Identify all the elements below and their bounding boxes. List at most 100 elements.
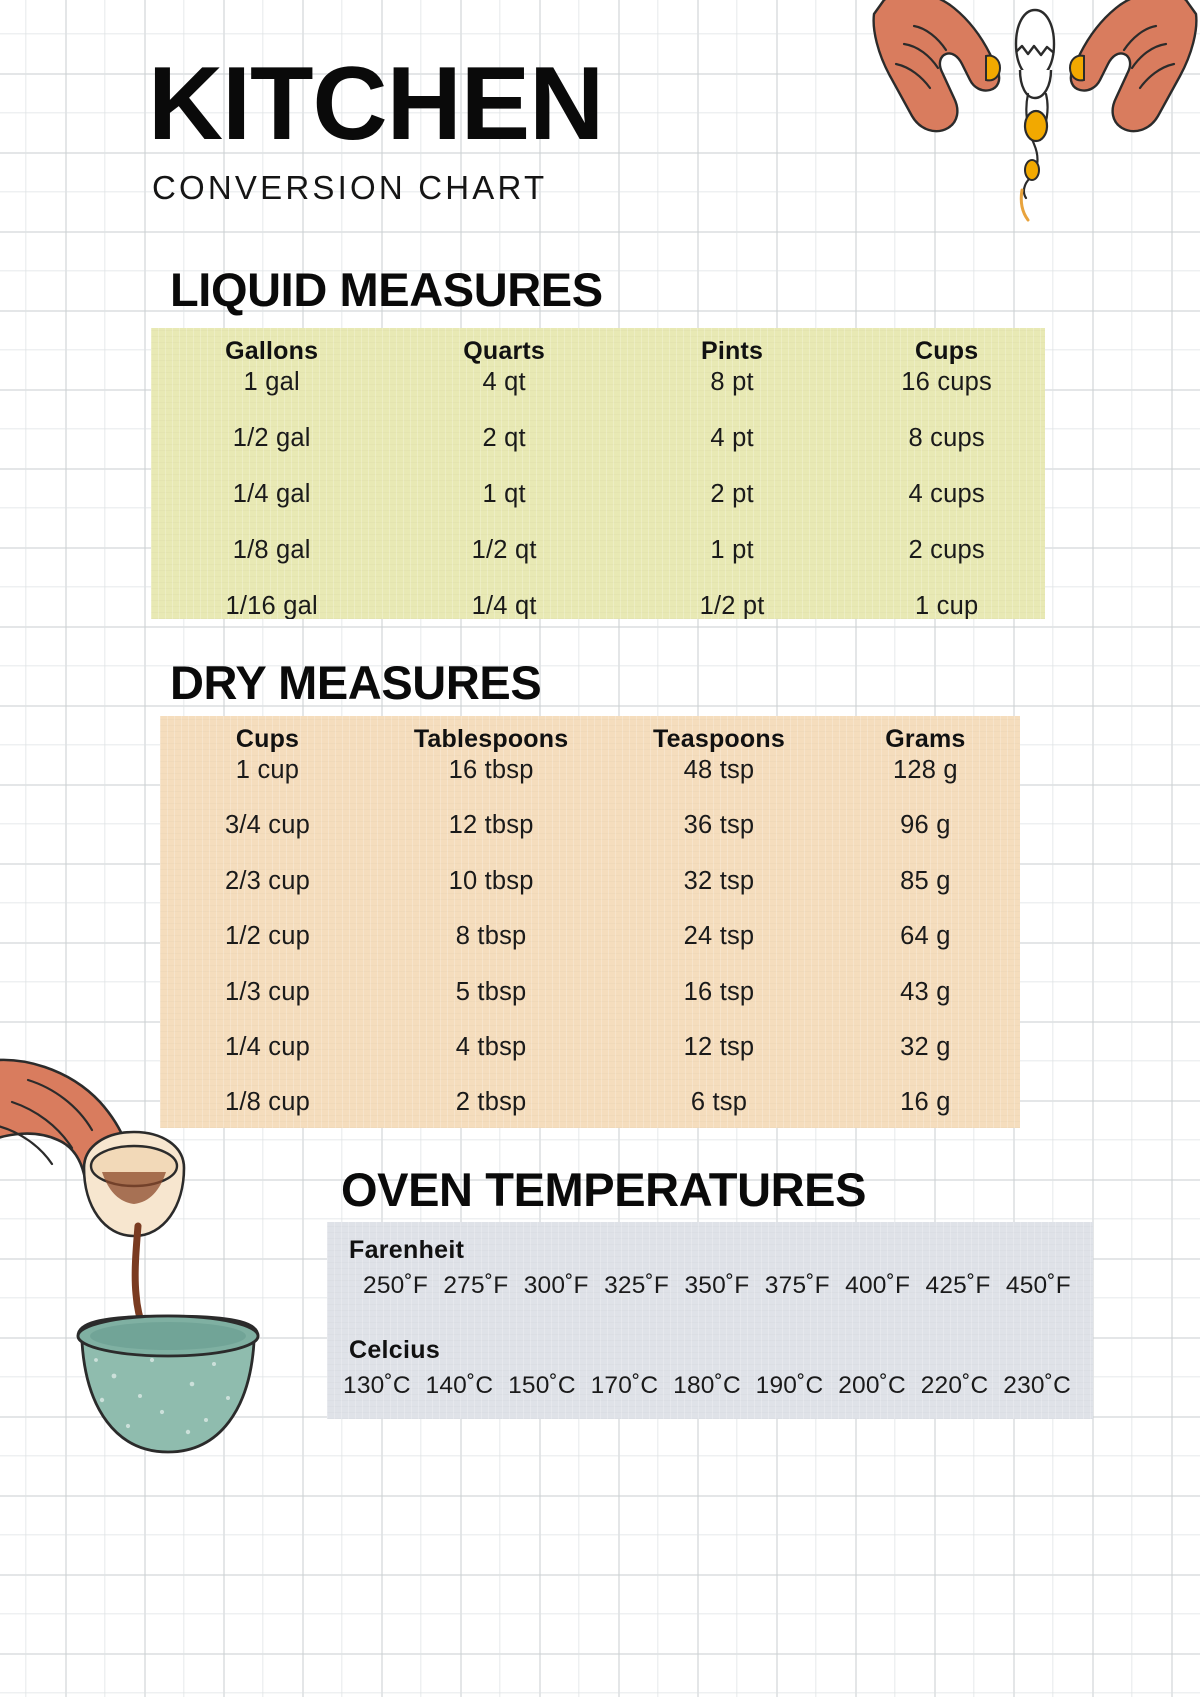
table-cell: 1/16 gal <box>225 592 318 619</box>
table-cell: 1/4 cup <box>224 1032 311 1061</box>
table-cell: 2 tbsp <box>455 1088 527 1117</box>
farenheit-values: 250˚F 275˚F 300˚F 325˚F 350˚F 375˚F 400˚… <box>363 1272 1071 1300</box>
table-cell: 1/8 cup <box>224 1088 311 1117</box>
table-cell: 1 cup <box>914 592 979 619</box>
table-cell: 1/2 qt <box>471 536 537 564</box>
column-header: Gallons <box>225 337 319 365</box>
column-header: Teaspoons <box>653 725 785 753</box>
table-row: 1/8 cup 2 tbsp 6 tsp 16 g <box>160 1075 1020 1128</box>
table-cell: 16 cups <box>901 368 993 396</box>
temperature-value: 400˚F <box>845 1272 911 1299</box>
table-cell: 1/8 gal <box>232 536 311 564</box>
table-cell: 24 tsp <box>683 922 755 951</box>
temperature-value: 200˚C <box>838 1372 906 1399</box>
table-cell: 1/2 gal <box>232 424 311 452</box>
column-header: Grams <box>885 725 966 753</box>
farenheit-label: Farenheit <box>349 1236 465 1264</box>
celcius-label: Celcius <box>349 1336 441 1364</box>
table-cell: 16 g <box>900 1088 951 1117</box>
temperature-value: 250˚F <box>363 1272 429 1299</box>
temperature-value: 350˚F <box>684 1272 750 1299</box>
temperature-value: 140˚C <box>425 1372 494 1399</box>
column-header: Quarts <box>463 337 546 365</box>
celcius-block: Celcius 130˚C 140˚C 150˚C 170˚C 180˚C 19… <box>327 1322 1093 1400</box>
table-cell: 16 tsp <box>683 977 755 1006</box>
table-cell: 1 qt <box>482 480 526 508</box>
table-row: 1/16 gal 1/4 qt 1/2 pt 1 cup <box>151 579 1045 619</box>
hand-pouring-into-bowl-icon <box>0 1058 260 1454</box>
temperature-value: 300˚F <box>523 1272 589 1299</box>
temperature-value: 150˚C <box>508 1372 576 1399</box>
temperature-value: 230˚C <box>1003 1372 1071 1399</box>
table-row: 1/8 gal 1/2 qt 1 pt 2 cups <box>151 523 1045 579</box>
table-cell: 2 pt <box>710 480 754 508</box>
table-cell: 48 tsp <box>683 756 755 784</box>
liquid-measures-heading: LIQUID MEASURES <box>170 263 603 316</box>
column-header: Tablespoons <box>413 725 569 753</box>
column-header: Cups <box>915 337 979 365</box>
table-cell: 1 cup <box>235 756 300 784</box>
table-cell: 4 pt <box>710 424 754 452</box>
table-cell: 3/4 cup <box>224 811 311 840</box>
dry-measures-heading: DRY MEASURES <box>170 656 542 709</box>
temperature-value: 170˚C <box>590 1372 659 1399</box>
table-header-row: Gallons Quarts Pints Cups <box>151 328 1045 367</box>
celcius-values: 130˚C 140˚C 150˚C 170˚C 180˚C 190˚C 200˚… <box>343 1372 1071 1400</box>
table-row: 1/4 cup 4 tbsp 12 tsp 32 g <box>160 1020 1020 1075</box>
temperature-value: 375˚F <box>764 1272 830 1299</box>
table-cell: 4 cups <box>908 480 985 508</box>
table-cell: 10 tbsp <box>448 866 534 895</box>
table-cell: 12 tsp <box>683 1032 755 1061</box>
table-cell: 8 tbsp <box>455 922 527 951</box>
dry-measures-table: Cups Tablespoons Teaspoons Grams 1 cup 1… <box>160 716 1020 1128</box>
table-cell: 4 tbsp <box>455 1032 527 1061</box>
table-cell: 1 gal <box>243 368 300 396</box>
table-cell: 12 tbsp <box>448 811 534 840</box>
table-cell: 96 g <box>900 811 951 840</box>
temperature-value: 130˚C <box>343 1372 411 1399</box>
table-cell: 1/4 qt <box>471 592 537 619</box>
page-subtitle: CONVERSION CHART <box>152 169 548 206</box>
temperature-value: 275˚F <box>443 1272 509 1299</box>
table-cell: 1/2 pt <box>699 592 765 619</box>
table-cell: 1/2 cup <box>224 922 311 951</box>
table-cell: 2/3 cup <box>224 866 311 895</box>
table-row: 3/4 cup 12 tbsp 36 tsp 96 g <box>160 798 1020 853</box>
table-row: 1/4 gal 1 qt 2 pt 4 cups <box>151 467 1045 523</box>
table-cell: 4 qt <box>482 368 526 396</box>
temperature-value: 220˚C <box>920 1372 989 1399</box>
column-header: Cups <box>235 725 300 753</box>
hands-cracking-egg-icon <box>872 0 1198 222</box>
column-header: Pints <box>701 337 764 365</box>
table-row: 1/2 cup 8 tbsp 24 tsp 64 g <box>160 909 1020 964</box>
table-cell: 16 tbsp <box>448 756 534 784</box>
farenheit-block: Farenheit 250˚F 275˚F 300˚F 325˚F 350˚F … <box>327 1222 1093 1300</box>
table-cell: 1/3 cup <box>224 977 311 1006</box>
dry-measures-panel: Cups Tablespoons Teaspoons Grams 1 cup 1… <box>160 716 1020 1128</box>
liquid-measures-panel: Gallons Quarts Pints Cups 1 gal 4 qt 8 p… <box>151 328 1045 619</box>
page-title: KITCHEN <box>148 46 604 162</box>
table-cell: 64 g <box>900 922 951 951</box>
temperature-value: 450˚F <box>1005 1272 1071 1299</box>
temperature-value: 180˚C <box>673 1372 741 1399</box>
table-cell: 6 tsp <box>690 1088 748 1117</box>
table-row: 1 cup 16 tbsp 48 tsp 128 g <box>160 755 1020 798</box>
table-cell: 1/4 gal <box>232 480 311 508</box>
table-row: 2/3 cup 10 tbsp 32 tsp 85 g <box>160 854 1020 909</box>
table-cell: 5 tbsp <box>455 977 527 1006</box>
table-cell: 8 cups <box>908 424 985 452</box>
table-header-row: Cups Tablespoons Teaspoons Grams <box>160 716 1020 755</box>
table-row: 1/2 gal 2 qt 4 pt 8 cups <box>151 411 1045 467</box>
table-cell: 43 g <box>900 977 951 1006</box>
table-row: 1 gal 4 qt 8 pt 16 cups <box>151 367 1045 411</box>
table-cell: 2 qt <box>482 424 526 452</box>
table-row: 1/3 cup 5 tbsp 16 tsp 43 g <box>160 964 1020 1019</box>
table-cell: 8 pt <box>710 368 754 396</box>
temperature-value: 425˚F <box>925 1272 991 1299</box>
oven-temperatures-panel: Farenheit 250˚F 275˚F 300˚F 325˚F 350˚F … <box>327 1222 1093 1419</box>
header: KITCHEN CONVERSION CHART <box>148 46 604 207</box>
table-cell: 32 g <box>900 1032 951 1061</box>
temperature-value: 325˚F <box>604 1272 670 1299</box>
liquid-measures-table: Gallons Quarts Pints Cups 1 gal 4 qt 8 p… <box>151 328 1045 619</box>
